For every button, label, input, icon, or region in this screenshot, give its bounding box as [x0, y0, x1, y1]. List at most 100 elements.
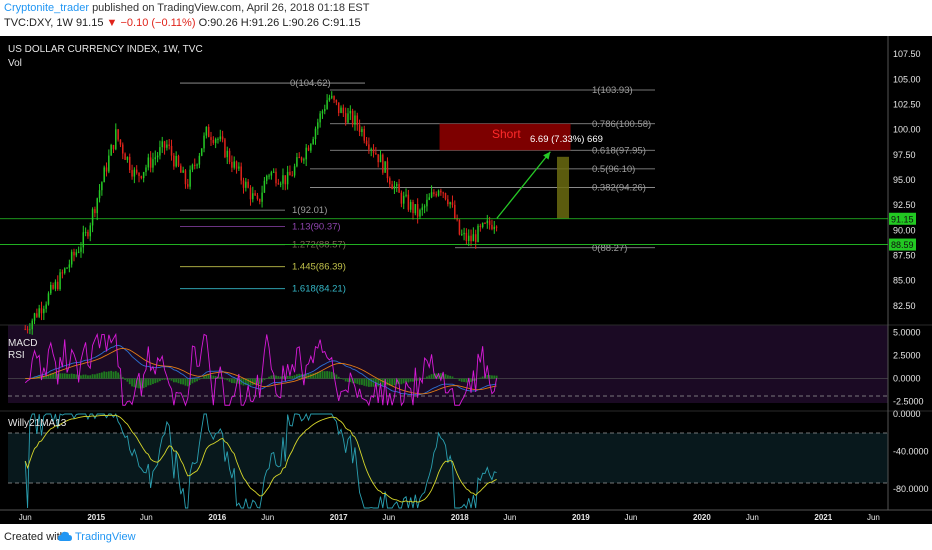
- candle-body: [126, 156, 129, 160]
- macd-histogram-bar: [388, 378, 391, 386]
- time-tick-label: 2019: [572, 513, 590, 522]
- macd-histogram-bar: [486, 374, 489, 379]
- vol-label: Vol: [8, 58, 22, 69]
- candle-body: [330, 96, 333, 98]
- candle-body: [240, 166, 242, 181]
- candle-body: [486, 220, 489, 224]
- time-tick-label: Jun: [140, 513, 153, 522]
- tradingview-cloud-icon: [58, 531, 72, 541]
- macd-histogram-bar: [212, 375, 215, 379]
- rsi-band: [8, 325, 888, 403]
- candle-body: [298, 157, 300, 159]
- rsi-line: [24, 332, 498, 407]
- macd-histogram-bar: [416, 378, 419, 381]
- candle-body: [163, 141, 166, 148]
- macd-histogram-bar: [354, 378, 356, 384]
- candle-body: [235, 161, 238, 169]
- candle-body: [50, 284, 52, 294]
- time-tick-label: 2015: [87, 513, 105, 522]
- macd-histogram-bar: [242, 378, 245, 386]
- macd-histogram-bar: [442, 373, 445, 379]
- candle-body: [101, 182, 103, 191]
- macd-histogram-bar: [481, 376, 484, 379]
- macd-tick-label: 2.5000: [893, 351, 921, 361]
- candle-body: [33, 313, 36, 321]
- time-tick-label: Jun: [503, 513, 516, 522]
- macd-histogram-bar: [335, 374, 338, 379]
- candle-body: [442, 192, 444, 194]
- macd-histogram-bar: [207, 374, 210, 379]
- candle-body: [191, 164, 194, 170]
- candle-body: [238, 166, 240, 169]
- candle-body: [131, 170, 133, 177]
- candle-body: [261, 192, 263, 202]
- candle-body: [247, 181, 249, 188]
- candle-body: [379, 154, 382, 163]
- macd-histogram-bar: [94, 374, 96, 379]
- candle-body: [319, 113, 321, 123]
- candle-body: [43, 308, 45, 314]
- macd-label: MACD: [8, 338, 37, 349]
- candle-body: [84, 231, 87, 233]
- macd-histogram-bar: [358, 378, 361, 385]
- candle-body: [342, 107, 345, 114]
- willy-ma-line: [24, 414, 497, 503]
- candle-body: [405, 194, 407, 196]
- candle-body: [300, 157, 303, 161]
- candle-body: [328, 97, 331, 101]
- macd-histogram-bar: [47, 374, 50, 379]
- macd-histogram-bar: [361, 378, 363, 385]
- macd-histogram-bar: [103, 371, 106, 379]
- macd-histogram-bar: [112, 371, 115, 379]
- candle-body: [112, 144, 115, 150]
- candle-body: [36, 313, 38, 317]
- fib-level-label: 1.13(90.37): [292, 222, 341, 233]
- candle-body: [254, 193, 256, 196]
- macd-histogram-bar: [472, 378, 475, 381]
- candle-body: [217, 138, 219, 140]
- candle-body: [326, 100, 328, 110]
- candle-body: [140, 176, 143, 179]
- fib-level-label: 1(92.01): [292, 205, 327, 216]
- chart-canvas[interactable]: 0(104.62) 1(103.93) 0.786(100.58) 0.618(97.…: [0, 36, 932, 524]
- time-tick-label: Jun: [19, 513, 32, 522]
- macd-tick-label: 5.0000: [893, 328, 921, 338]
- price-tick-label: 92.50: [893, 200, 916, 210]
- candle-body: [382, 154, 384, 173]
- candle-body: [128, 156, 131, 171]
- author-link[interactable]: Cryptonite_trader: [4, 2, 89, 14]
- willy-label: Willy21MA13: [8, 418, 67, 429]
- macd-histogram-bar: [133, 378, 136, 388]
- candle-body: [156, 155, 159, 158]
- candle-body: [270, 172, 273, 176]
- macd-histogram-bar: [42, 375, 45, 379]
- candle-body: [400, 192, 403, 204]
- macd-histogram-bar: [147, 378, 150, 386]
- macd-histogram-bar: [186, 378, 189, 387]
- macd-histogram-bar: [149, 378, 152, 386]
- candle-body: [173, 155, 175, 167]
- time-tick-label: 2018: [451, 513, 469, 522]
- willy-tick-label: 0.0000: [893, 409, 921, 419]
- candle-body: [423, 206, 426, 208]
- macd-histogram-bar: [291, 375, 294, 379]
- candle-body: [142, 172, 145, 179]
- fib-level-label: 0.618(97.95): [592, 145, 646, 156]
- macd-histogram-bar: [433, 373, 435, 379]
- macd-histogram-bar: [84, 374, 87, 379]
- macd-histogram-bar: [235, 378, 238, 384]
- macd-histogram-bar: [73, 374, 75, 379]
- candle-body: [317, 122, 319, 129]
- candle-body: [245, 181, 247, 188]
- tradingview-link[interactable]: TradingView: [75, 531, 136, 543]
- macd-histogram-bar: [182, 378, 185, 385]
- candle-body: [145, 167, 147, 173]
- candle-body: [454, 204, 456, 219]
- candle-body: [228, 150, 231, 162]
- macd-histogram-bar: [444, 374, 447, 379]
- candle-body: [484, 223, 486, 225]
- candle-body: [396, 184, 398, 186]
- candle-body: [303, 159, 305, 161]
- candle-body: [263, 180, 266, 193]
- macd-histogram-bar: [430, 374, 433, 379]
